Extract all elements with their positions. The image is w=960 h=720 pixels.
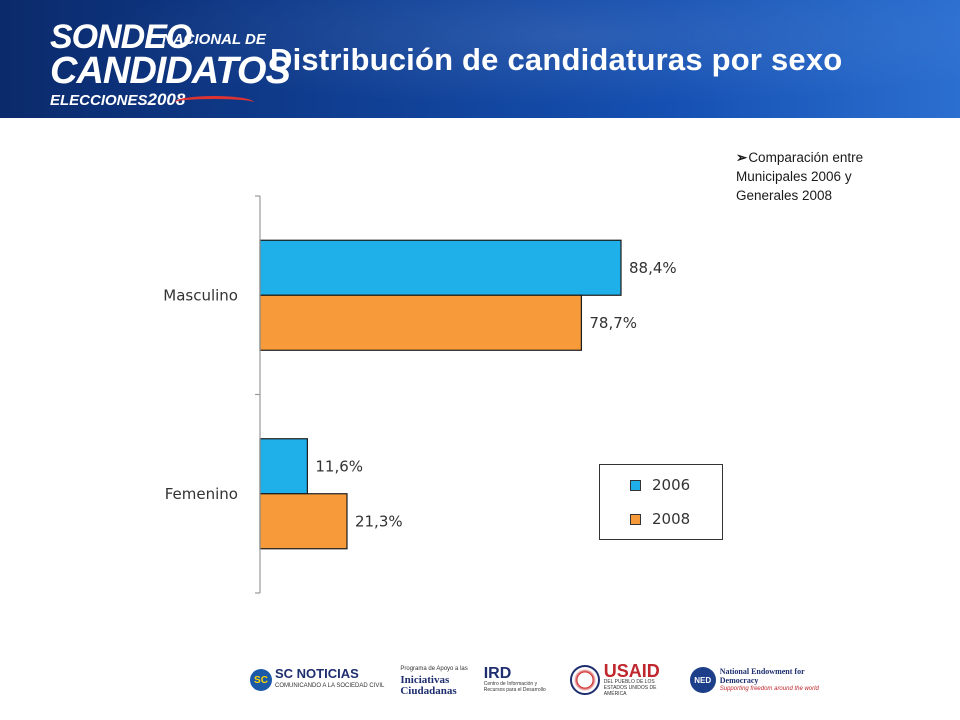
- legend-swatch-2006: [630, 479, 641, 491]
- comparison-note-text: Comparación entre Municipales 2006 y Gen…: [736, 150, 864, 203]
- bar-masculino-2008: [259, 294, 582, 351]
- chart-legend: 2006 2008: [599, 464, 723, 540]
- bar-masculino-2006: [259, 239, 622, 296]
- ned-logo: NED National Endowment for Democracy Sup…: [689, 666, 819, 694]
- sc-badge-icon: SC: [250, 669, 272, 691]
- usaid-name: USAID: [603, 660, 660, 681]
- usaid-seal-icon: [569, 665, 600, 695]
- data-label-masculino-2008: 78,7%: [589, 314, 637, 332]
- logo-elecciones: ELECCIONES: [50, 92, 148, 109]
- legend-item-2006: 2006: [630, 475, 690, 495]
- data-label-femenino-2008: 21,3%: [355, 512, 403, 530]
- category-label-femenino: Femenino: [165, 485, 238, 503]
- ned-sub: Supporting freedom around the world: [719, 685, 819, 692]
- comparison-note: ➢Comparación entre Municipales 2006 y Ge…: [736, 148, 916, 205]
- iniciativas-name: Iniciativas Ciudadanas: [400, 673, 457, 697]
- ned-seal-icon: NED: [689, 667, 716, 693]
- sc-noticias-sub: COMUNICANDO A LA SOCIEDAD CIVIL: [275, 683, 385, 689]
- iniciativas-logo: Programa de Apoyo a las Iniciativas Ciud…: [400, 664, 467, 697]
- logo-line-1: SONDEO: [50, 18, 192, 56]
- footer-logos: SC SC NOTICIAS COMUNICANDO A LA SOCIEDAD…: [250, 660, 819, 700]
- bar-femenino-2006: [259, 438, 308, 495]
- legend-swatch-2008: [630, 513, 641, 525]
- data-label-femenino-2006: 11,6%: [315, 457, 363, 475]
- usaid-sub: DEL PUEBLO DE LOS ESTADOS UNIDOS DE AMÉR…: [603, 678, 657, 697]
- logo-line-1-small: NACIONAL DE: [162, 31, 266, 48]
- page-title: Distribución de candidaturas por sexo: [270, 42, 843, 77]
- bullet-arrow-icon: ➢: [736, 150, 748, 165]
- header-banner: SONDEO NACIONAL DE CANDIDATOS ELECCIONES…: [0, 0, 960, 118]
- header-shading: [0, 0, 960, 118]
- ird-logo: IRD Centro de Información y Recursos par…: [483, 665, 554, 694]
- logo-swoosh: [174, 96, 254, 109]
- sc-noticias-logo: SC SC NOTICIAS COMUNICANDO A LA SOCIEDAD…: [250, 666, 385, 692]
- iniciativas-sub: Programa de Apoyo a las: [400, 665, 468, 672]
- logo-line-2: CANDIDATOS: [50, 50, 291, 92]
- sondeo-logo: SONDEO NACIONAL DE CANDIDATOS ELECCIONES…: [42, 18, 291, 112]
- category-label-masculino: Masculino: [163, 286, 238, 304]
- usaid-logo: USAID DEL PUEBLO DE LOS ESTADOS UNIDOS D…: [569, 660, 674, 697]
- legend-item-2008: 2008: [630, 509, 690, 529]
- ird-sub: Centro de Información y Recursos para el…: [483, 681, 546, 693]
- legend-label-2006: 2006: [652, 476, 691, 494]
- legend-label-2008: 2008: [652, 510, 691, 528]
- ird-name: IRD: [483, 665, 512, 682]
- sc-noticias-name: SC NOTICIAS: [275, 666, 359, 681]
- bar-femenino-2008: [259, 493, 348, 550]
- ned-name: National Endowment for Democracy: [719, 666, 805, 685]
- data-label-masculino-2006: 88,4%: [629, 259, 677, 277]
